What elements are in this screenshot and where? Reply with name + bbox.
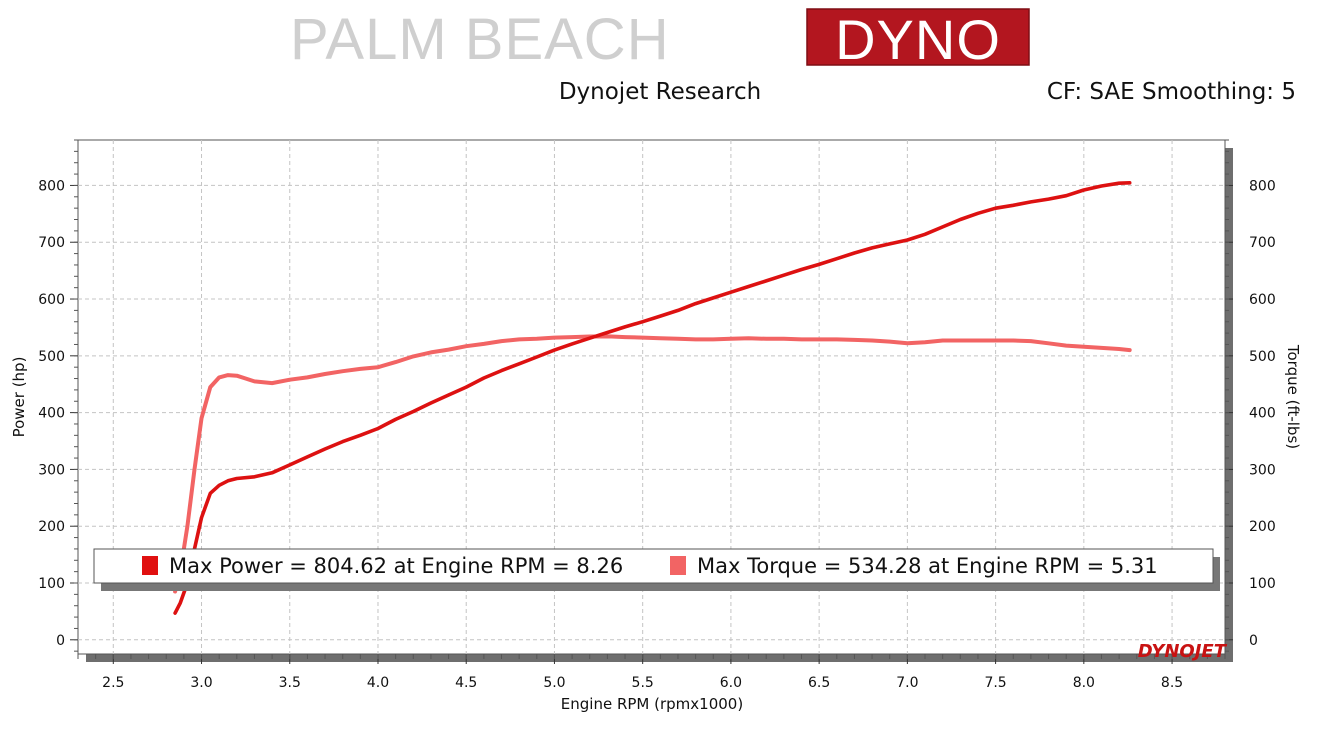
y-left-tick-label: 700 [38, 235, 65, 251]
y-left-tick-label: 400 [38, 406, 65, 422]
dynojet-watermark: DYNOJET [1138, 641, 1228, 662]
power-curve [173, 181, 1132, 615]
y-left-tick-label: 0 [56, 633, 65, 649]
legend: Max Power = 804.62 at Engine RPM = 8.26 … [93, 548, 1220, 591]
y-right-tick-label: 500 [1249, 349, 1276, 365]
palm-beach-dyno-logo: PALM BEACH DYNO [290, 7, 1030, 72]
torque-curve [173, 334, 1132, 594]
legend-box [93, 548, 1214, 584]
y-right-tick-label: 200 [1249, 519, 1276, 535]
y-left-tick-label: 600 [38, 292, 65, 308]
y-right-axis-title: Torque (ft-lbs) [1284, 344, 1302, 449]
x-axis-title: Engine RPM (rpmx1000) [561, 695, 743, 713]
legend-label-torque: Max Torque = 534.28 at Engine RPM = 5.31 [697, 554, 1158, 578]
x-tick-label: 3.0 [190, 675, 212, 691]
x-tick-label: 6.5 [808, 675, 830, 691]
x-tick-label: 8.5 [1161, 675, 1183, 691]
x-tick-labels: 2.5 3.0 3.5 4.0 4.5 5.0 5.5 6.0 6.5 7.0 7.5 8.0 8.5 [102, 675, 1183, 691]
header-right-text: CF: SAE Smoothing: 5 [1047, 79, 1296, 105]
logo-left-text: PALM BEACH [290, 7, 670, 72]
x-tick-label: 5.5 [632, 675, 654, 691]
x-tick-label: 6.0 [720, 675, 742, 691]
series-lines [173, 181, 1132, 615]
y-right-tick-label: 700 [1249, 235, 1276, 251]
y-left-tick-label: 200 [38, 519, 65, 535]
legend-swatch-torque [670, 556, 686, 575]
legend-swatch-power [142, 556, 158, 575]
x-tick-label: 3.5 [279, 675, 301, 691]
y-right-tick-label: 600 [1249, 292, 1276, 308]
y-right-tick-label: 800 [1249, 178, 1276, 194]
logo-dyno-box [806, 8, 1030, 66]
x-tick-label: 7.5 [984, 675, 1006, 691]
legend-label-power: Max Power = 804.62 at Engine RPM = 8.26 [169, 554, 623, 578]
y-right-tick-labels: 0 100 200 300 400 500 600 700 800 [1249, 178, 1276, 648]
y-left-tick-labels: 0 100 200 300 400 500 600 700 800 [38, 178, 65, 648]
logo-right-text: DYNO [835, 8, 1001, 71]
x-tick-label: 8.0 [1073, 675, 1095, 691]
y-right-tick-label: 100 [1249, 576, 1276, 592]
x-tick-label: 5.0 [543, 675, 565, 691]
y-left-tick-label: 800 [38, 178, 65, 194]
y-right-tick-label: 400 [1249, 406, 1276, 422]
header-left-text: Dynojet Research [559, 79, 761, 105]
x-tick-label: 4.0 [367, 675, 389, 691]
x-tick-label: 2.5 [102, 675, 124, 691]
y-left-axis-title: Power (hp) [10, 357, 28, 438]
y-left-tick-label: 500 [38, 349, 65, 365]
y-left-tick-label: 300 [38, 462, 65, 478]
y-right-tick-label: 0 [1249, 633, 1258, 649]
tick-marks [70, 139, 1233, 664]
y-right-tick-label: 300 [1249, 462, 1276, 478]
x-tick-label: 7.0 [896, 675, 918, 691]
x-tick-label: 4.5 [455, 675, 477, 691]
y-left-tick-label: 100 [38, 576, 65, 592]
